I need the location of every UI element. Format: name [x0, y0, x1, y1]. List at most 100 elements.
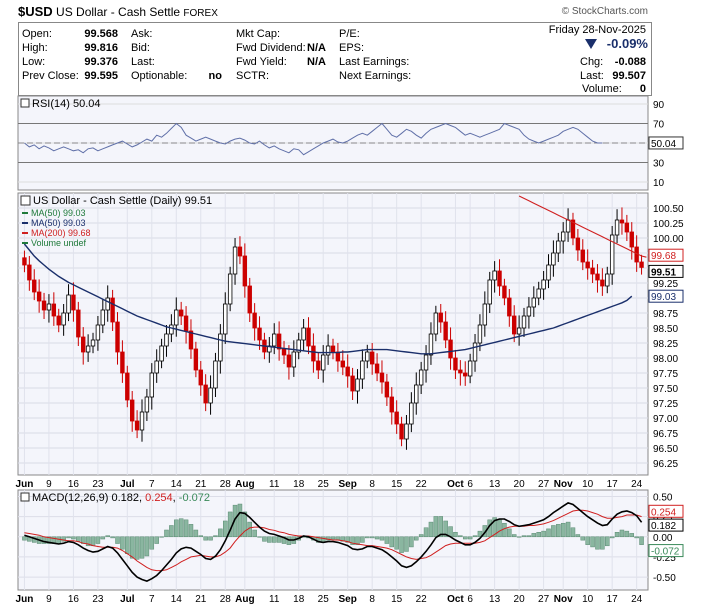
rsi-last-value: 50.04 — [651, 139, 676, 150]
candle-body — [321, 354, 326, 371]
rsi-legend-swatch — [20, 98, 30, 108]
candle-body — [120, 351, 125, 374]
macd-hist-bar — [365, 536, 370, 539]
candle-body — [144, 396, 150, 413]
price-legend — [20, 195, 31, 206]
macd-hist-bar — [178, 518, 184, 538]
price-x-label: 9 — [46, 479, 52, 490]
candle-body — [595, 273, 600, 281]
candle-body — [198, 369, 203, 386]
candle-body — [223, 303, 228, 335]
macd-hist-bar — [546, 528, 551, 538]
candle-body — [477, 324, 483, 344]
macd-x-label: 15 — [391, 594, 403, 605]
candle-body — [365, 351, 370, 362]
quote-value: N/A — [307, 42, 326, 54]
candle-body — [512, 315, 517, 335]
macd-hist-bar — [154, 536, 159, 544]
macd-hist-bar — [350, 536, 355, 545]
macd-hist-bar — [531, 533, 537, 538]
macd-tick-label: -0.25 — [653, 553, 676, 564]
price-tick-label: 98.75 — [653, 309, 678, 320]
candle-body — [169, 324, 174, 335]
macd-hist-bar — [100, 536, 106, 540]
price-tick-label: 100.50 — [653, 204, 684, 215]
price-x-label: 17 — [607, 479, 619, 490]
macd-hist-bar — [497, 519, 502, 538]
price-tick-label: 98.25 — [653, 339, 678, 350]
quote-label: Optionable: — [131, 70, 188, 82]
macd-hist-bar — [271, 536, 277, 543]
candle-body — [129, 399, 135, 422]
macd-hist-bar — [252, 529, 257, 538]
candle-body — [560, 231, 566, 242]
candle-body — [448, 339, 453, 359]
macd-hist-bar — [428, 521, 434, 538]
macd-legend: MACD(12,26,9) 0.182, 0.254, -0.072 — [32, 492, 210, 504]
candle-body — [502, 285, 507, 299]
candle-body — [609, 234, 615, 275]
macd-x-label: Oct — [447, 594, 464, 605]
quote-label: Last Earnings: — [339, 56, 410, 68]
macd-x-label: Jul — [120, 594, 135, 605]
candle-body — [316, 360, 321, 371]
candle-body — [139, 411, 145, 431]
price-tick-label: 98.00 — [653, 354, 678, 365]
price-legend-item: Volume undef — [31, 238, 87, 248]
macd-hist-bar — [95, 536, 101, 544]
candle-body — [227, 273, 233, 305]
price-tick-label: 96.25 — [653, 459, 678, 470]
macd-x-label: 13 — [489, 594, 501, 605]
quote-label: Mkt Cap: — [236, 28, 281, 40]
macd-hist-bar — [516, 536, 522, 538]
chart-title: $USD US Dollar - Cash Settle FOREX — [18, 4, 218, 19]
rsi-tick-label: 30 — [653, 159, 665, 170]
candle-body — [556, 240, 561, 254]
ma200-line — [518, 195, 647, 258]
price-legend-item: MA(50) 99.03 — [31, 208, 86, 218]
candle-body — [41, 300, 47, 311]
macd-x-label: 23 — [92, 594, 104, 605]
macd-hist-bar — [556, 524, 561, 538]
price-x-label: 21 — [195, 479, 207, 490]
candle-body — [516, 327, 522, 335]
macd-hist-bar — [188, 524, 194, 538]
candle-body — [409, 402, 414, 425]
macd-legend-sep: , — [139, 492, 145, 504]
candle-body — [306, 327, 311, 347]
candle-body — [340, 360, 345, 368]
macd-hist-bar — [565, 521, 571, 538]
candle-body — [565, 219, 571, 233]
candle-body — [242, 255, 248, 287]
optionable-value: no — [208, 70, 222, 82]
quote-label: Last: — [131, 56, 155, 68]
macd-hist-bar — [76, 536, 81, 542]
macd-legend-prefix: MACD(12,26,9) — [32, 492, 108, 504]
macd-hist-bar — [590, 536, 595, 548]
macd-x-label: 25 — [318, 594, 330, 605]
price-panel — [17, 192, 649, 476]
macd-hist-bar — [213, 535, 218, 538]
candles — [22, 207, 644, 450]
candle-body — [614, 219, 620, 236]
rsi-tick-label: 90 — [653, 100, 665, 111]
price-tick-label: 99.25 — [653, 279, 678, 290]
quote-label: Open: — [22, 28, 52, 40]
macd-x-label: 24 — [631, 594, 643, 605]
candle-body — [507, 297, 512, 317]
price-x-label: 23 — [92, 479, 104, 490]
candle-body — [183, 315, 189, 332]
macd-hist-bar — [541, 530, 546, 538]
candle-body — [218, 333, 223, 362]
candle-body — [546, 264, 551, 281]
macd-hist-bar — [394, 536, 399, 550]
macd-last-box — [648, 544, 684, 558]
candle-body — [125, 372, 130, 401]
candle-body — [453, 357, 458, 371]
macd-x-label: 6 — [467, 594, 473, 605]
ma50-line — [23, 243, 633, 355]
candle-body — [404, 423, 409, 440]
macd-hist-bar — [511, 534, 517, 538]
macd-hist-bar — [22, 536, 27, 541]
